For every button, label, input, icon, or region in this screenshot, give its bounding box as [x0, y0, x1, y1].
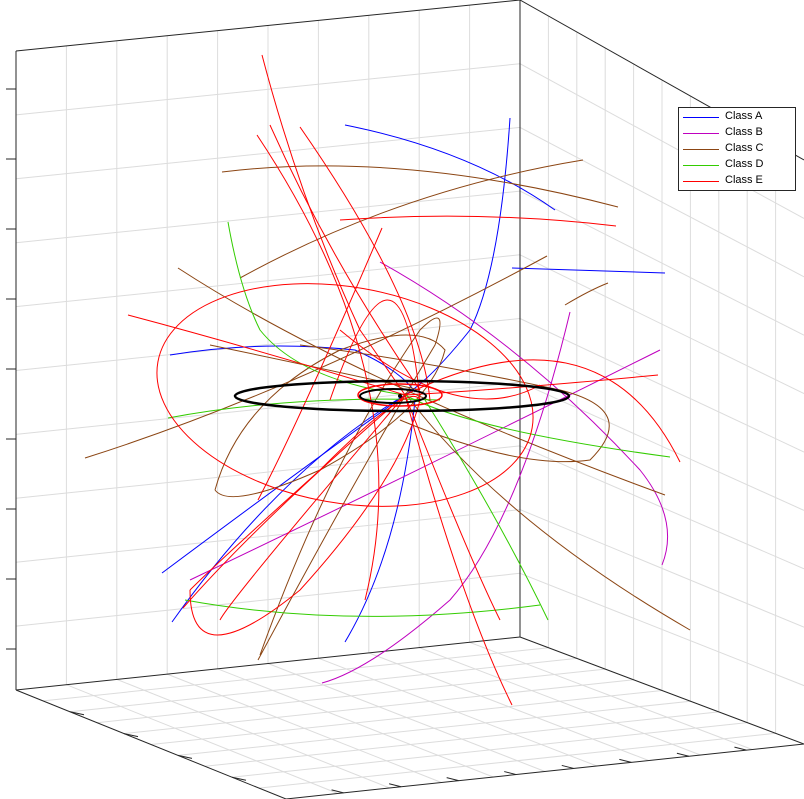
axis-edge [15, 636, 521, 691]
y-tick [331, 789, 344, 794]
legend-label: Class A [725, 110, 763, 122]
series-curve [221, 165, 619, 208]
axis-edge [285, 743, 804, 799]
legend-swatch [683, 149, 719, 150]
y-tick [619, 758, 632, 763]
inner-ring [359, 388, 427, 404]
series-curve [511, 267, 666, 274]
legend-label: Class E [725, 174, 763, 186]
series-curve [209, 344, 421, 391]
legend-item-class-d[interactable]: Class D [679, 157, 795, 173]
legend-item-class-e[interactable]: Class E [679, 173, 795, 189]
legend-item-class-a[interactable]: Class A [679, 109, 795, 125]
y-tick [734, 746, 747, 751]
legend-swatch [683, 133, 719, 134]
grid-line [368, 652, 649, 761]
grid-line [15, 509, 521, 563]
series-curve [299, 126, 431, 401]
y-tick [446, 777, 459, 782]
series-curve [339, 215, 617, 227]
series-curve [256, 134, 380, 601]
legend-item-class-c[interactable]: Class C [679, 141, 795, 157]
series-curve [404, 374, 659, 396]
series-curve [299, 344, 610, 463]
legend-label: Class B [725, 126, 763, 138]
series-curve [269, 124, 421, 391]
legend-label: Class D [725, 158, 764, 170]
series-curve [344, 124, 556, 211]
x-tick [231, 776, 247, 781]
x-tick [177, 754, 193, 759]
y-tick [676, 752, 690, 757]
series-curve [404, 359, 681, 463]
grid-line [15, 381, 521, 435]
grid-line [318, 657, 597, 767]
center-point [398, 394, 402, 398]
series-curve [329, 299, 421, 401]
series-curve [127, 314, 406, 396]
series-curve [214, 334, 446, 498]
outer-ring [233, 379, 571, 413]
axes-grid [15, 5, 804, 794]
series-curve [189, 395, 421, 636]
series-curve [227, 221, 406, 396]
axis-edge [15, 689, 287, 799]
x-tick [123, 733, 139, 738]
grid-line [469, 641, 753, 750]
grid-line [15, 572, 521, 627]
axes-box [15, 0, 804, 799]
series-curve [424, 399, 549, 621]
series-curve [344, 399, 416, 643]
legend-item-class-b[interactable]: Class B [679, 125, 795, 141]
y-tick [561, 764, 574, 769]
series-curve [261, 54, 406, 396]
legend-swatch [683, 117, 719, 118]
series-curve [564, 282, 609, 306]
legend-label: Class C [725, 142, 764, 154]
series-curve [169, 345, 416, 393]
series-curve [182, 394, 406, 609]
axis-ticks [6, 88, 747, 794]
legend-swatch [683, 181, 719, 182]
series-curve [357, 383, 443, 407]
data-curves [84, 54, 691, 706]
grid-line [231, 722, 748, 778]
series-curve [171, 394, 406, 623]
series-curve [404, 394, 501, 621]
series-curve [167, 398, 441, 419]
grid-line [258, 732, 776, 789]
series-curve [189, 349, 661, 581]
grid-line [519, 509, 804, 628]
grid-line [519, 381, 804, 511]
series-curve [239, 159, 584, 279]
grid-line [419, 647, 701, 756]
legend-swatch [683, 165, 719, 166]
y-tick [504, 771, 517, 776]
series-curve [339, 329, 541, 400]
series-curve [161, 394, 406, 574]
x-tick [69, 711, 85, 716]
series-curve [156, 283, 534, 507]
grid-line [177, 700, 691, 756]
legend: Class A Class B Class C Class D Class E [678, 107, 796, 191]
grid-line [204, 711, 719, 767]
series-curve [404, 394, 513, 706]
series-curve [379, 261, 669, 566]
series-curve [321, 311, 571, 684]
series-curve [219, 394, 406, 621]
grid-line [150, 690, 663, 745]
series-curve [84, 255, 548, 459]
reference-rings [233, 379, 571, 413]
grid-line [519, 572, 804, 687]
axis-edge [519, 636, 804, 745]
series-curve [257, 227, 383, 501]
y-tick [388, 783, 402, 788]
grid-line [15, 445, 521, 499]
axis-edge [15, 0, 521, 52]
series-curve [257, 317, 441, 661]
series-curve [404, 392, 691, 631]
